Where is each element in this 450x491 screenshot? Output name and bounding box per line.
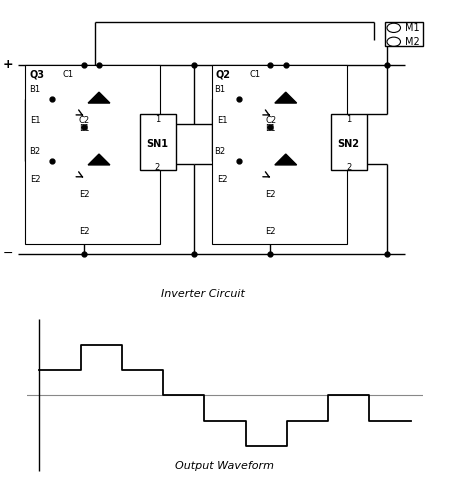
Text: B2: B2	[29, 147, 40, 156]
Bar	[25, 65, 160, 245]
Text: C1: C1	[250, 70, 261, 79]
Text: E1: E1	[217, 116, 227, 125]
Bar	[212, 65, 346, 245]
Text: E2: E2	[79, 191, 89, 199]
Polygon shape	[275, 92, 297, 103]
Text: E2: E2	[266, 227, 276, 237]
Text: SN2: SN2	[338, 139, 360, 149]
Text: Q3: Q3	[29, 70, 44, 80]
Text: +: +	[3, 58, 14, 72]
Text: 2: 2	[346, 163, 351, 171]
Text: C1: C1	[63, 70, 74, 79]
Text: SN1: SN1	[147, 139, 168, 149]
Text: E2: E2	[79, 227, 89, 237]
Text: 2: 2	[155, 163, 160, 171]
Text: 1: 1	[346, 114, 351, 124]
Text: Inverter Circuit: Inverter Circuit	[161, 289, 244, 299]
Text: C2: C2	[266, 116, 277, 125]
Text: 1: 1	[155, 114, 160, 124]
Polygon shape	[88, 92, 110, 103]
Text: B1: B1	[214, 85, 225, 94]
Text: B2: B2	[214, 147, 225, 156]
Bar	[385, 22, 423, 47]
Text: M2: M2	[405, 37, 420, 47]
Text: E1: E1	[30, 116, 40, 125]
Bar	[331, 114, 367, 170]
Text: M1: M1	[405, 23, 419, 33]
Polygon shape	[275, 154, 297, 165]
Text: E2: E2	[266, 191, 276, 199]
Text: B1: B1	[29, 85, 40, 94]
Text: E2: E2	[30, 175, 40, 184]
Text: Q2: Q2	[216, 70, 231, 80]
Text: −: −	[3, 247, 14, 260]
Text: Output Waveform: Output Waveform	[176, 461, 274, 471]
Bar	[140, 114, 176, 170]
Polygon shape	[88, 154, 110, 165]
Text: E1: E1	[266, 124, 276, 133]
Text: E2: E2	[217, 175, 227, 184]
Text: E1: E1	[79, 124, 89, 133]
Text: C2: C2	[79, 116, 90, 125]
